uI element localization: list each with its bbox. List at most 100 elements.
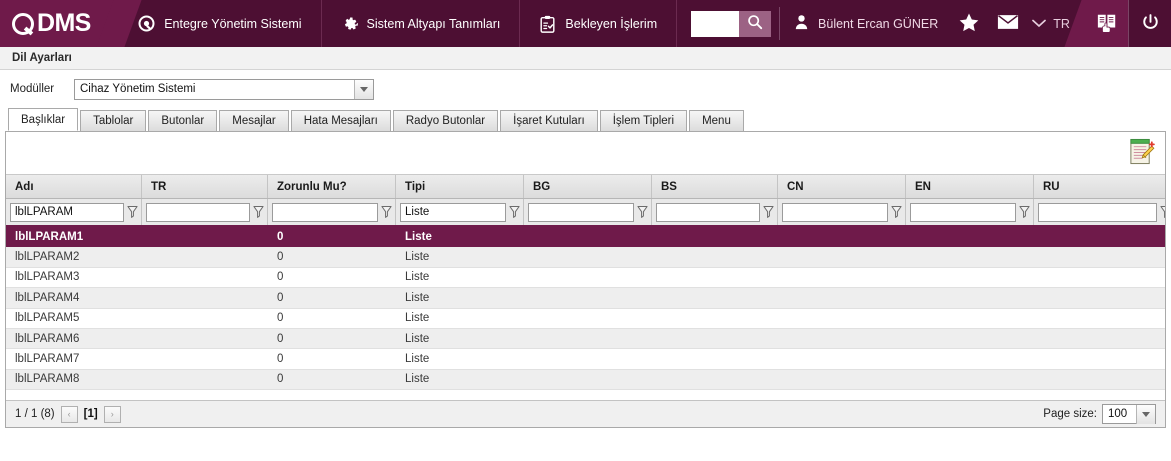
funnel-filter-icon[interactable] [381, 205, 392, 219]
language-selector[interactable]: TR [1028, 0, 1080, 47]
grid-column-header-5[interactable]: BS [652, 175, 778, 198]
search-button[interactable] [739, 10, 772, 37]
tab-7[interactable]: İşlem Tipleri [599, 110, 688, 131]
pager-current-page[interactable]: [1] [83, 408, 98, 420]
favorites-button[interactable] [950, 0, 988, 47]
grid-filter-input-0[interactable] [10, 202, 124, 222]
grid-filter-input-7[interactable] [910, 202, 1016, 222]
page-size-control: Page size: 100 [1043, 404, 1156, 424]
content-panel: Adı TR Zorunlu Mu? Tipi BG BS CN EN RU lblLPARAM… [5, 131, 1166, 428]
help-guide-button[interactable] [1085, 0, 1129, 47]
chevron-down-icon[interactable] [354, 79, 373, 99]
table-cell [142, 247, 268, 266]
table-row[interactable]: lblLPARAM2 0 Liste [6, 247, 1165, 268]
tab-3[interactable]: Mesajlar [219, 110, 289, 131]
table-cell: Liste [405, 332, 430, 345]
grid-filter-cell-3 [396, 199, 524, 225]
grid-filter-input-1[interactable] [146, 202, 250, 222]
table-cell [906, 370, 1034, 389]
table-cell [142, 349, 268, 368]
funnel-filter-icon[interactable] [637, 205, 648, 219]
funnel-filter-icon[interactable] [127, 205, 138, 219]
page-size-select[interactable]: 100 [1102, 404, 1156, 424]
table-cell: lblLPARAM4 [15, 291, 80, 304]
module-select[interactable]: Cihaz Yönetim Sistemi [74, 78, 374, 100]
table-row[interactable]: lblLPARAM5 0 Liste [6, 309, 1165, 329]
table-row[interactable]: lblLPARAM7 0 Liste [6, 349, 1165, 370]
tab-1[interactable]: Tablolar [80, 110, 147, 131]
tab-5[interactable]: Radyo Butonlar [392, 110, 499, 131]
grid-column-header-8[interactable]: RU [1034, 175, 1165, 198]
table-cell: 0 [277, 312, 284, 325]
table-cell [906, 268, 1034, 287]
funnel-filter-icon[interactable] [1160, 205, 1165, 219]
table-row[interactable]: lblLPARAM8 0 Liste [6, 369, 1165, 391]
table-cell [778, 247, 906, 266]
table-row[interactable]: lblLPARAM4 0 Liste [6, 288, 1165, 309]
grid-filter-cell-6 [778, 199, 906, 225]
pager-next-button[interactable]: › [103, 405, 121, 423]
tab-6[interactable]: İşaret Kutuları [500, 110, 598, 131]
grid-filter-input-5[interactable] [656, 202, 760, 222]
grid-filter-input-8[interactable] [1038, 202, 1157, 222]
table-row[interactable]: lblLPARAM1 0 Liste [6, 227, 1165, 248]
tab-8[interactable]: Menu [689, 110, 744, 131]
table-cell [524, 268, 652, 287]
grid-filter-input-3[interactable] [400, 202, 506, 222]
table-cell: Liste [405, 230, 432, 243]
nav-item-bekleyen-islerim[interactable]: Bekleyen İşlerim [520, 0, 678, 47]
grid-filter-input-6[interactable] [782, 202, 888, 222]
table-cell: 0 [277, 373, 284, 386]
data-grid: Adı TR Zorunlu Mu? Tipi BG BS CN EN RU lblLPARAM… [6, 175, 1165, 427]
funnel-filter-icon[interactable] [253, 205, 264, 219]
tab-2[interactable]: Butonlar [148, 110, 218, 131]
search-input[interactable] [691, 10, 740, 37]
clipboard-check-icon [539, 15, 556, 33]
envelope-icon [997, 14, 1019, 33]
table-cell [142, 329, 268, 348]
nav-item-entegre-yonetim-sistemi[interactable]: Entegre Yönetim Sistemi [119, 0, 322, 47]
funnel-filter-icon[interactable] [509, 205, 520, 219]
nav-item-sistem-altyapi-tanimlari[interactable]: Sistem Altyapı Tanımları [322, 0, 521, 47]
app-logo[interactable]: DMS [0, 0, 120, 47]
grid-filter-input-2[interactable] [272, 202, 378, 222]
funnel-filter-icon[interactable] [1019, 205, 1030, 219]
logo-text-wrap: DMS [12, 9, 91, 38]
logout-button[interactable] [1128, 0, 1171, 47]
pager-prev-button[interactable]: ‹ [60, 405, 78, 423]
page-title: Dil Ayarları [0, 47, 1171, 70]
table-row[interactable]: lblLPARAM3 0 Liste [6, 268, 1165, 289]
grid-column-header-1[interactable]: TR [142, 175, 268, 198]
funnel-filter-icon[interactable] [891, 205, 902, 219]
table-cell [1034, 349, 1165, 368]
grid-column-header-0[interactable]: Adı [6, 175, 142, 198]
tab-0[interactable]: Başlıklar [8, 108, 79, 131]
q-circle-icon [138, 15, 155, 32]
grid-column-header-7[interactable]: EN [906, 175, 1034, 198]
table-cell [906, 309, 1034, 328]
table-cell: lblLPARAM2 [15, 251, 80, 264]
table-cell [1034, 288, 1165, 307]
grid-column-header-3[interactable]: Tipi [396, 175, 524, 198]
table-row[interactable]: lblLPARAM6 0 Liste [6, 328, 1165, 350]
table-cell [524, 288, 652, 307]
nav-item-label: Bekleyen İşlerim [565, 16, 658, 31]
chevron-down-icon[interactable] [1136, 404, 1155, 424]
pager: 1 / 1 (8) ‹ [1] › [15, 405, 121, 423]
table-cell: 0 [277, 251, 284, 264]
user-menu[interactable]: Bülent Ercan GÜNER [780, 0, 950, 47]
grid-column-header-6[interactable]: CN [778, 175, 906, 198]
grid-column-header-2[interactable]: Zorunlu Mu? [268, 175, 396, 198]
grid-column-header-4[interactable]: BG [524, 175, 652, 198]
tab-4[interactable]: Hata Mesajları [290, 110, 391, 131]
table-cell [524, 370, 652, 389]
messages-button[interactable] [988, 0, 1028, 47]
table-cell [1034, 370, 1165, 389]
grid-filter-cell-5 [652, 199, 778, 225]
table-cell [652, 247, 778, 266]
table-cell: lblLPARAM7 [15, 353, 80, 366]
new-record-note-pencil-icon[interactable] [1128, 138, 1155, 169]
funnel-filter-icon[interactable] [763, 205, 774, 219]
table-cell: lblLPARAM5 [15, 312, 80, 325]
grid-filter-input-4[interactable] [528, 202, 634, 222]
